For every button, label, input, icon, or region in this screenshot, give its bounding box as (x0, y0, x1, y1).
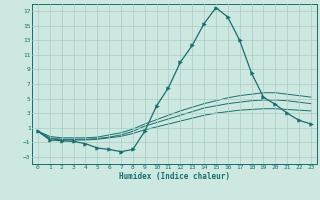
X-axis label: Humidex (Indice chaleur): Humidex (Indice chaleur) (119, 172, 230, 181)
